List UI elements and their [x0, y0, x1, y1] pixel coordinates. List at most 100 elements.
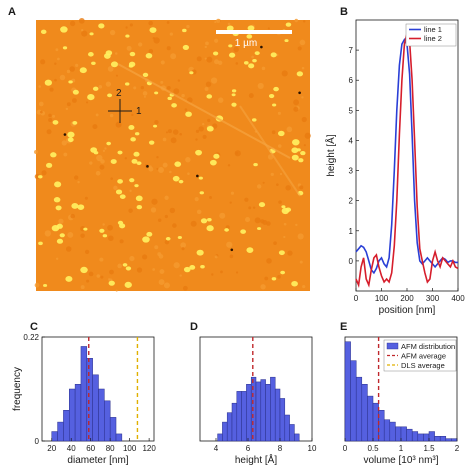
afm-texture-spot — [184, 108, 188, 111]
afm-particle — [125, 82, 130, 86]
afm-particle — [200, 265, 205, 269]
afm-particle — [119, 194, 126, 199]
afm-particle — [296, 71, 304, 77]
afm-texture-spot — [182, 285, 188, 291]
afm-texture-spot — [186, 24, 190, 29]
afm-texture-spot — [157, 218, 162, 222]
afm-texture-spot — [154, 120, 159, 125]
afm-texture-spot — [78, 17, 85, 24]
afm-texture-spot — [46, 129, 52, 135]
afm-texture-spot — [41, 170, 47, 176]
afm-texture-spot — [44, 230, 52, 237]
afm-texture-spot — [92, 124, 98, 130]
panel-e-legend-label-1: AFM distribution — [401, 342, 455, 351]
panel-e-bar — [434, 436, 441, 442]
afm-texture-spot — [167, 129, 172, 134]
afm-texture-spot — [102, 149, 106, 153]
afm-particle — [228, 52, 236, 58]
afm-texture-spot — [299, 39, 306, 46]
afm-particle — [195, 149, 202, 156]
afm-particle — [129, 51, 136, 57]
afm-particle — [44, 79, 52, 86]
afm-particle — [125, 266, 132, 271]
afm-texture-spot — [108, 235, 114, 242]
afm-texture-spot — [119, 239, 124, 244]
panel-e-bar — [406, 428, 413, 442]
afm-ridge-2 — [239, 105, 301, 197]
panel-c-bar — [92, 374, 99, 442]
panel-d-bar — [217, 433, 223, 442]
afm-texture-spot — [98, 84, 103, 89]
afm-texture-spot — [99, 257, 104, 262]
afm-particle — [110, 159, 117, 164]
afm-texture-spot — [169, 32, 173, 36]
afm-texture-spot — [148, 20, 153, 26]
afm-texture-spot — [283, 222, 287, 226]
panel-d-bar — [270, 376, 276, 442]
panel-d-bar — [260, 379, 266, 442]
afm-particle — [209, 159, 217, 166]
afm-texture-spot — [172, 223, 177, 228]
afm-texture-spot — [198, 126, 204, 132]
afm-texture-spot — [95, 113, 99, 117]
scalebar-label: 1 µm — [235, 38, 257, 49]
afm-particle — [99, 228, 105, 233]
afm-defect — [63, 133, 67, 136]
afm-texture-spot — [63, 152, 68, 157]
afm-particle — [65, 276, 73, 282]
afm-particle — [110, 61, 119, 68]
panel-d-bar — [231, 402, 238, 442]
panel-e-bar — [378, 410, 385, 442]
afm-particle — [87, 94, 95, 101]
panel-d-xtick-label: 6 — [246, 444, 251, 453]
panel-e-bar — [367, 395, 374, 442]
afm-texture-spot — [65, 246, 72, 252]
afm-particle — [213, 153, 220, 159]
afm-texture-spot — [252, 206, 256, 209]
afm-particle — [145, 53, 153, 59]
panel-c-ytick-label: 0.22 — [23, 333, 39, 342]
panel-c-bar — [98, 388, 105, 442]
panel-d-bar — [226, 412, 233, 442]
afm-texture-spot — [214, 59, 220, 65]
afm-particle — [55, 205, 62, 211]
afm-texture-spot — [124, 157, 128, 160]
afm-particle — [125, 34, 130, 38]
panel-b-ytick-label: 6 — [349, 76, 354, 85]
afm-texture-spot — [66, 102, 71, 107]
afm-texture-spot — [138, 42, 143, 47]
afm-texture-spot — [277, 275, 281, 279]
afm-particle — [117, 220, 124, 225]
afm-particle — [134, 184, 139, 188]
afm-texture-spot — [294, 18, 298, 23]
afm-particle — [54, 181, 62, 188]
afm-particle — [87, 52, 94, 57]
afm-particle — [228, 44, 233, 48]
afm-particle — [243, 61, 249, 65]
afm-texture-spot — [190, 220, 197, 227]
panel-e-bar — [423, 433, 430, 442]
afm-texture-spot — [48, 113, 52, 118]
afm-texture-spot — [285, 185, 291, 191]
afm-texture-spot — [48, 117, 53, 123]
afm-texture-spot — [131, 113, 134, 117]
afm-texture-spot — [293, 106, 299, 112]
panel-e-bar — [400, 426, 407, 442]
afm-particle — [258, 202, 266, 208]
panel-c-x-axis-label: diameter [nm] — [67, 455, 128, 466]
panel-e-legend-swatch-1 — [386, 342, 399, 350]
afm-particle — [277, 130, 285, 137]
afm-particle — [182, 44, 190, 50]
afm-texture-spot — [117, 263, 123, 269]
series-line-2 — [355, 30, 459, 288]
afm-particle — [199, 191, 204, 195]
afm-particle — [59, 233, 65, 238]
afm-particle — [80, 266, 88, 274]
afm-texture-spot — [266, 258, 272, 264]
afm-particle — [90, 147, 98, 153]
panel-e-bar — [428, 431, 435, 442]
afm-particle — [177, 235, 182, 239]
afm-texture-spot — [214, 38, 219, 43]
afm-texture-spot — [162, 162, 168, 168]
afm-texture-spot — [153, 37, 160, 44]
